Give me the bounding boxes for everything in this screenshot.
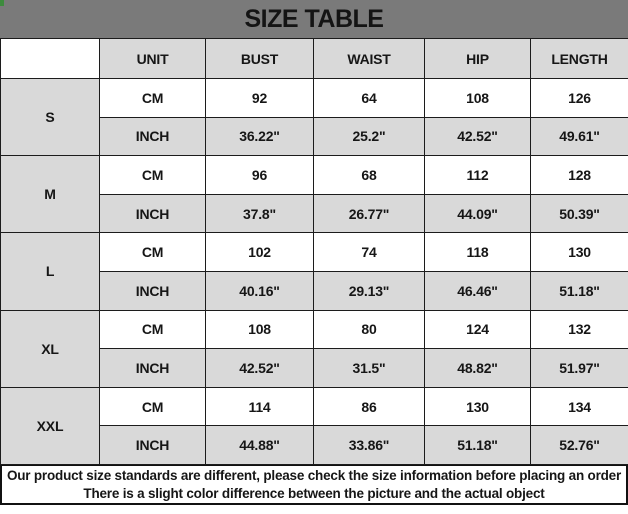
column-header-bust: BUST bbox=[205, 38, 314, 79]
size-label-cell: M bbox=[0, 155, 100, 234]
value-cell: 36.22" bbox=[205, 116, 314, 157]
value-cell: 50.39" bbox=[530, 193, 628, 234]
note-box: Our product size standards are different… bbox=[0, 465, 628, 505]
value-cell: 25.2" bbox=[313, 116, 425, 157]
table-row: S CM 92 64 108 126 bbox=[0, 77, 628, 157]
value-cell: 96 bbox=[205, 155, 314, 195]
value-cell: 26.77" bbox=[313, 193, 425, 234]
size-table: UNIT BUST WAIST HIP LENGTH S CM 92 64 10… bbox=[0, 38, 628, 466]
diagonal-header-cell bbox=[0, 38, 100, 79]
unit-cell: INCH bbox=[99, 193, 206, 234]
table-row: INCH 44.88" 33.86" 51.18" 52.76" bbox=[1, 425, 628, 465]
size-label-cell: XL bbox=[0, 309, 100, 388]
value-cell: 33.86" bbox=[313, 425, 425, 465]
table-row: INCH 36.22" 25.2" 42.52" 49.61" bbox=[1, 116, 628, 157]
value-cell: 68 bbox=[313, 155, 425, 195]
value-cell: 108 bbox=[424, 78, 531, 118]
title-bar: SIZE TABLE bbox=[0, 0, 628, 38]
value-cell: 31.5" bbox=[313, 348, 425, 388]
unit-cell: INCH bbox=[99, 425, 206, 465]
unit-cell: CM bbox=[99, 386, 206, 427]
value-cell: 52.76" bbox=[530, 425, 628, 465]
value-cell: 118 bbox=[424, 232, 531, 272]
value-cell: 37.8" bbox=[205, 193, 314, 234]
table-row: INCH 42.52" 31.5" 48.82" 51.97" bbox=[1, 348, 628, 388]
table-row: INCH 37.8" 26.77" 44.09" 50.39" bbox=[1, 193, 628, 234]
value-cell: 51.97" bbox=[530, 348, 628, 388]
size-label-cell: L bbox=[0, 232, 100, 311]
value-cell: 29.13" bbox=[313, 270, 425, 311]
unit-cell: INCH bbox=[99, 348, 206, 388]
header-row: UNIT BUST WAIST HIP LENGTH bbox=[0, 38, 628, 79]
value-cell: 92 bbox=[205, 78, 314, 118]
unit-cell: CM bbox=[99, 155, 206, 195]
unit-cell: CM bbox=[99, 309, 206, 350]
value-cell: 46.46" bbox=[424, 270, 531, 311]
column-header-hip: HIP bbox=[424, 38, 531, 79]
value-cell: 128 bbox=[530, 155, 628, 195]
note-line-1: Our product size standards are different… bbox=[6, 467, 622, 483]
value-cell: 124 bbox=[424, 309, 531, 350]
table-row: INCH 40.16" 29.13" 46.46" 51.18" bbox=[1, 270, 628, 311]
value-cell: 108 bbox=[205, 309, 314, 350]
page-title: SIZE TABLE bbox=[244, 4, 384, 33]
value-cell: 102 bbox=[205, 232, 314, 272]
size-label-cell: S bbox=[0, 77, 100, 157]
value-cell: 44.88" bbox=[205, 425, 314, 465]
value-cell: 86 bbox=[313, 386, 425, 427]
table-row: XL CM 108 80 124 132 bbox=[0, 309, 628, 388]
value-cell: 64 bbox=[313, 78, 425, 118]
unit-cell: CM bbox=[99, 232, 206, 272]
value-cell: 48.82" bbox=[424, 348, 531, 388]
value-cell: 44.09" bbox=[424, 193, 531, 234]
value-cell: 126 bbox=[530, 78, 628, 118]
value-cell: 42.52" bbox=[424, 116, 531, 157]
value-cell: 130 bbox=[424, 386, 531, 427]
value-cell: 49.61" bbox=[530, 116, 628, 157]
table-row: L CM 102 74 118 130 bbox=[0, 232, 628, 311]
size-label-cell: XXL bbox=[0, 386, 100, 466]
table-row: XXL CM 114 86 130 134 bbox=[0, 386, 628, 466]
note-line-2: There is a slight color difference betwe… bbox=[83, 485, 545, 501]
value-cell: 51.18" bbox=[424, 425, 531, 465]
value-cell: 112 bbox=[424, 155, 531, 195]
value-cell: 80 bbox=[313, 309, 425, 350]
value-cell: 132 bbox=[530, 309, 628, 350]
unit-cell: CM bbox=[99, 78, 206, 118]
unit-cell: INCH bbox=[99, 270, 206, 311]
table-row: M CM 96 68 112 128 bbox=[0, 155, 628, 234]
value-cell: 114 bbox=[205, 386, 314, 427]
value-cell: 51.18" bbox=[530, 270, 628, 311]
column-header-unit: UNIT bbox=[99, 38, 206, 79]
value-cell: 40.16" bbox=[205, 270, 314, 311]
column-header-length: LENGTH bbox=[530, 38, 628, 79]
unit-cell: INCH bbox=[99, 116, 206, 157]
column-header-waist: WAIST bbox=[313, 38, 425, 79]
corner-artifact-dot bbox=[0, 0, 4, 6]
value-cell: 130 bbox=[530, 232, 628, 272]
value-cell: 42.52" bbox=[205, 348, 314, 388]
value-cell: 74 bbox=[313, 232, 425, 272]
value-cell: 134 bbox=[530, 386, 628, 427]
